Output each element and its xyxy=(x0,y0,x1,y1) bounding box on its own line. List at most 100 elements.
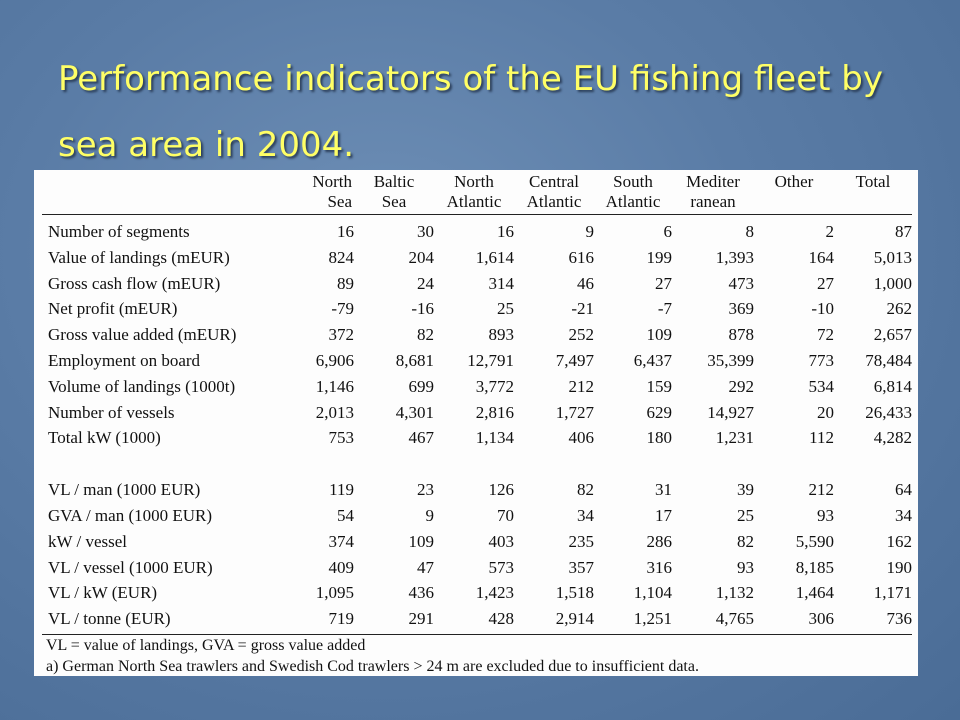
table-cell: 4,282 xyxy=(873,428,912,448)
table-cell: 17 xyxy=(655,505,672,525)
table-row: Number of vessels 2,013 4,301 2,816 1,727 629… xyxy=(42,400,912,426)
table-cell: 204 xyxy=(408,247,435,267)
table-cell: 824 xyxy=(328,247,355,267)
table-row: VL / kW (EUR) 1,095 436 1,423 1,518 1,104 1,13… xyxy=(42,580,912,606)
table-cell: 25 xyxy=(497,299,514,319)
row-label: Number of vessels xyxy=(48,402,175,422)
table-cell: 180 xyxy=(646,428,673,448)
table-cell: 109 xyxy=(646,325,673,345)
row-label: Employment on board xyxy=(48,350,201,370)
table-row: Total kW (1000) 753 467 1,134 406 180 1,231 112… xyxy=(42,425,912,451)
table-cell: 126 xyxy=(488,480,515,500)
table-cell: 93 xyxy=(817,505,834,525)
column-header-line: South xyxy=(613,172,653,191)
table-cell: 1,393 xyxy=(715,247,754,267)
table-body-group-2: VL / man (1000 EUR) 119 23 126 82 31 39 212 64 GV… xyxy=(42,477,912,632)
table-row: Value of landings (mEUR) 824 204 1,614 616 19… xyxy=(42,245,912,271)
column-header-line: Mediter xyxy=(686,172,740,191)
table-cell: 436 xyxy=(408,583,435,603)
table-cell: 403 xyxy=(488,531,515,551)
table-row: Gross cash flow (mEUR) 89 24 314 46 27 473 27 1,… xyxy=(42,271,912,297)
table-cell: 773 xyxy=(808,350,835,370)
table-cell: 93 xyxy=(737,557,754,577)
table-cell: 159 xyxy=(646,376,673,396)
column-header: Total xyxy=(834,172,912,192)
table-cell: -10 xyxy=(811,299,834,319)
table-cell: 8 xyxy=(745,222,755,241)
table-row: Gross value added (mEUR) 372 82 893 252 109 87… xyxy=(42,322,912,348)
table-cell: 25 xyxy=(737,505,754,525)
table-cell: 8,681 xyxy=(395,350,434,370)
column-header: Other xyxy=(754,172,834,192)
table-cell: 23 xyxy=(417,480,434,500)
column-header: North Atlantic xyxy=(434,172,514,212)
table-cell: 2,816 xyxy=(475,402,514,422)
table-cell: 1,251 xyxy=(633,609,672,629)
table-cell: 27 xyxy=(817,273,834,293)
table-cell: 16 xyxy=(497,222,514,241)
table-row: Number of segments 16 30 16 9 6 8 2 87 xyxy=(42,219,912,245)
table-cell: 20 xyxy=(817,402,834,422)
table-row: VL / tonne (EUR) 719 291 428 2,914 1,251 4,765… xyxy=(42,606,912,632)
table-body-group-1: Number of segments 16 30 16 9 6 8 2 87 Value of l… xyxy=(42,215,912,451)
table-cell: 878 xyxy=(728,325,755,345)
table-cell: 4,301 xyxy=(395,402,434,422)
slide-title-line-1: Performance indicators of the EU fishing… xyxy=(58,59,883,99)
table-cell: 89 xyxy=(337,273,354,293)
table-cell: 372 xyxy=(328,325,355,345)
row-label: kW / vessel xyxy=(48,531,128,551)
table-note-1: VL = value of landings, GVA = gross valu… xyxy=(46,636,366,654)
table-cell: 292 xyxy=(728,376,755,396)
table-cell: 2,914 xyxy=(555,609,594,629)
table-cell: 9 xyxy=(425,505,435,525)
table-cell: 26,433 xyxy=(865,402,912,422)
column-header-line: Atlantic xyxy=(526,192,582,211)
table-cell: 1,231 xyxy=(715,428,754,448)
table-cell: 82 xyxy=(417,325,434,345)
row-label: VL / man (1000 EUR) xyxy=(48,480,201,500)
table-cell: 6,906 xyxy=(315,350,354,370)
table-cell: 8,185 xyxy=(795,557,834,577)
table-cell: 34 xyxy=(895,505,912,525)
table-bottom-rule xyxy=(42,633,912,635)
column-header: South Atlantic xyxy=(594,172,672,212)
table-cell: 1,134 xyxy=(475,428,514,448)
table-row: GVA / man (1000 EUR) 54 9 70 34 17 25 93 34 xyxy=(42,503,912,529)
table-cell: 46 xyxy=(577,273,594,293)
table-cell: 2,013 xyxy=(315,402,354,422)
column-header-line: Atlantic xyxy=(446,192,502,211)
row-label: VL / kW (EUR) xyxy=(48,583,158,603)
slide-title: Performance indicators of the EU fishing… xyxy=(58,46,918,178)
table-cell: 119 xyxy=(329,480,354,500)
table-cell: 316 xyxy=(646,557,673,577)
table-row: Employment on board 6,906 8,681 12,791 7,497… xyxy=(42,348,912,374)
row-label: GVA / man (1000 EUR) xyxy=(48,505,213,525)
table-cell: 199 xyxy=(646,247,673,267)
table-cell: -79 xyxy=(331,299,354,319)
column-header-line: Sea xyxy=(327,192,352,211)
table-cell: 70 xyxy=(497,505,514,525)
table-cell: 1,423 xyxy=(475,583,514,603)
table-cell: 736 xyxy=(886,609,913,629)
table-cell: 109 xyxy=(408,531,435,551)
column-header-line: North xyxy=(312,172,352,191)
table-cell: 212 xyxy=(808,480,835,500)
table-cell: 34 xyxy=(577,505,594,525)
table-cell: 72 xyxy=(817,325,834,345)
table-cell: 406 xyxy=(568,428,595,448)
table-cell: 14,927 xyxy=(707,402,754,422)
table-cell: 5,590 xyxy=(795,531,834,551)
column-header-line: Total xyxy=(855,172,891,191)
table-cell: 1,104 xyxy=(633,583,672,603)
table-cell: 473 xyxy=(728,273,755,293)
table-cell: 162 xyxy=(886,531,913,551)
row-label: VL / vessel (1000 EUR) xyxy=(48,557,213,577)
table-cell: 534 xyxy=(808,376,835,396)
slide-title-line-2: sea area in 2004. xyxy=(58,125,355,165)
table-cell: 699 xyxy=(408,376,435,396)
column-header-line: ranean xyxy=(690,192,736,211)
table-cell: -7 xyxy=(657,299,672,319)
table-cell: 39 xyxy=(737,480,754,500)
indicators-table: North Sea Baltic Sea North Atlantic Central Atl… xyxy=(42,172,912,677)
table-cell: 4,765 xyxy=(715,609,754,629)
